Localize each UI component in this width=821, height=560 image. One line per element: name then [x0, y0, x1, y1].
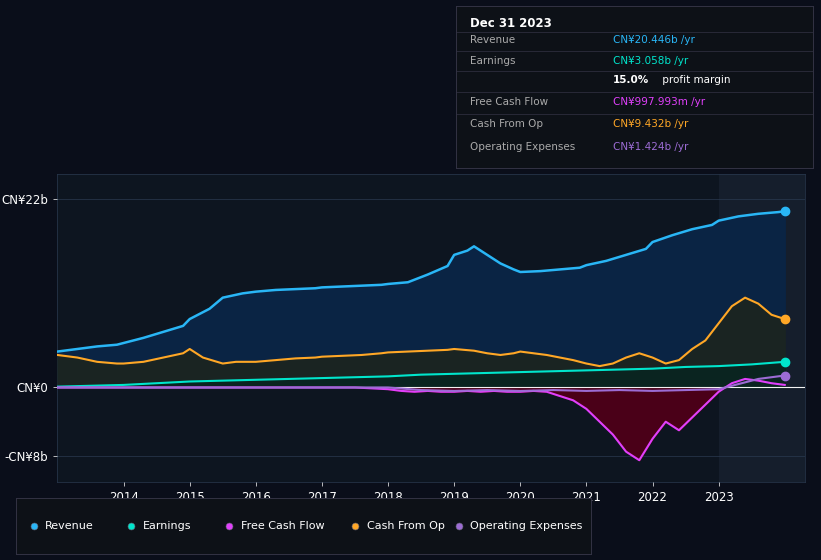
Text: Revenue: Revenue: [45, 521, 94, 531]
Text: Free Cash Flow: Free Cash Flow: [241, 521, 324, 531]
Bar: [718, 174, 805, 482]
Text: Cash From Op: Cash From Op: [470, 119, 543, 129]
Text: Cash From Op: Cash From Op: [367, 521, 445, 531]
Text: CN¥20.446b /yr: CN¥20.446b /yr: [612, 35, 695, 45]
Text: CN¥3.058b /yr: CN¥3.058b /yr: [612, 56, 688, 66]
Text: CN¥1.424b /yr: CN¥1.424b /yr: [612, 142, 688, 152]
Text: Operating Expenses: Operating Expenses: [470, 521, 583, 531]
Text: Revenue: Revenue: [470, 35, 515, 45]
Text: profit margin: profit margin: [659, 76, 731, 86]
Text: Operating Expenses: Operating Expenses: [470, 142, 576, 152]
Text: Dec 31 2023: Dec 31 2023: [470, 17, 552, 30]
Text: Free Cash Flow: Free Cash Flow: [470, 96, 548, 106]
Text: CN¥9.432b /yr: CN¥9.432b /yr: [612, 119, 688, 129]
Text: 15.0%: 15.0%: [612, 76, 649, 86]
Text: Earnings: Earnings: [143, 521, 191, 531]
Text: CN¥997.993m /yr: CN¥997.993m /yr: [612, 96, 705, 106]
Text: Earnings: Earnings: [470, 56, 516, 66]
